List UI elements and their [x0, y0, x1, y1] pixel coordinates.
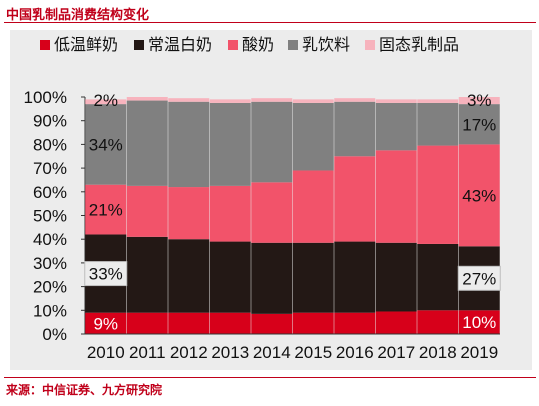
bar-segment-2010-4: [85, 99, 127, 105]
data-label: 43%: [462, 186, 496, 205]
legend-swatch-1: [134, 40, 144, 50]
bar-segment-2014-4: [251, 98, 293, 102]
legend-swatch-4: [365, 40, 375, 50]
data-label: 9%: [93, 314, 118, 333]
bar-segment-2016-0: [334, 312, 376, 334]
y-tick-label: 90%: [33, 112, 67, 131]
bar-segment-2015-4: [292, 99, 334, 103]
bar-segment-2018-1: [417, 243, 459, 311]
data-label: 34%: [89, 135, 123, 154]
bar-segment-2011-3: [126, 100, 168, 186]
bar-segment-2018-3: [417, 102, 459, 146]
legend-label-0: 低温鲜奶: [54, 36, 118, 54]
legend-swatch-3: [288, 40, 298, 50]
y-tick-label: 10%: [33, 301, 67, 320]
bar-segment-2010-0: [85, 312, 127, 334]
bar-segment-2014-3: [251, 101, 293, 183]
bar-segment-2017-4: [375, 99, 417, 103]
bar-segment-2018-4: [417, 99, 459, 103]
x-tick-label: 2013: [211, 343, 249, 362]
y-tick-label: 100%: [24, 88, 67, 107]
legend-label-1: 常温白奶: [148, 36, 212, 54]
bar-segment-2014-1: [251, 242, 293, 314]
bar-segment-2011-1: [126, 236, 168, 313]
chart-title: 中国乳制品消费结构变化: [6, 8, 150, 23]
bar-segment-2013-4: [209, 99, 251, 103]
bar-segment-2012-4: [168, 98, 210, 102]
bar-segment-2013-1: [209, 241, 251, 313]
bar-segment-2012-1: [168, 239, 210, 313]
legend-swatch-0: [40, 40, 50, 50]
title-divider: [4, 22, 536, 23]
bar-segment-2010-3: [85, 104, 127, 185]
data-label: 17%: [462, 115, 496, 134]
x-tick-label: 2012: [170, 343, 208, 362]
bar-segment-2016-1: [334, 241, 376, 313]
bar-segment-2019-4: [458, 97, 500, 105]
bar-segment-2014-0: [251, 313, 293, 334]
bar-segment-2012-3: [168, 101, 210, 188]
data-label: 33%: [89, 265, 123, 284]
bar-segment-2018-0: [417, 310, 459, 334]
x-tick-label: 2017: [377, 343, 415, 362]
bar-segment-2017-1: [375, 242, 417, 312]
bar-segment-2011-0: [126, 312, 168, 334]
legend-label-3: 乳饮料: [302, 36, 350, 54]
y-tick-label: 30%: [33, 254, 67, 273]
y-tick-label: 50%: [33, 207, 67, 226]
data-label: 10%: [462, 313, 496, 332]
x-tick-label: 2010: [87, 343, 125, 362]
bar-segment-2016-2: [334, 156, 376, 242]
x-tick-label: 2019: [460, 343, 498, 362]
source-note: 来源：中信证券、九方研究院: [6, 383, 163, 397]
x-tick-label: 2014: [253, 343, 291, 362]
bar-segment-2012-0: [168, 312, 210, 334]
bar-segment-2010-2: [85, 184, 127, 235]
bar-segment-2013-2: [209, 185, 251, 242]
bar-segment-2019-2: [458, 144, 500, 247]
bar-segment-2019-3: [458, 104, 500, 145]
data-label: 21%: [89, 201, 123, 220]
source-divider: [4, 377, 536, 378]
bar-segment-2014-2: [251, 182, 293, 243]
bar-segment-2017-0: [375, 311, 417, 334]
bar-segment-2018-2: [417, 145, 459, 244]
x-tick-label: 2018: [419, 343, 457, 362]
bar-segment-2016-3: [334, 101, 376, 157]
y-tick-label: 0%: [42, 325, 67, 344]
bar-segment-2013-0: [209, 312, 251, 334]
data-label-box: [457, 265, 501, 291]
bar-segment-2019-0: [458, 310, 500, 334]
legend-label-4: 固态乳制品: [379, 36, 459, 54]
bar-segment-2015-0: [292, 312, 334, 334]
legend-swatch-2: [228, 40, 238, 50]
bar-segment-2015-1: [292, 242, 334, 313]
x-tick-label: 2016: [336, 343, 374, 362]
y-tick-label: 70%: [33, 159, 67, 178]
y-tick-label: 60%: [33, 183, 67, 202]
y-tick-label: 40%: [33, 230, 67, 249]
bar-segment-2016-4: [334, 98, 376, 102]
legend-label-2: 酸奶: [242, 36, 274, 54]
bar-segment-2011-2: [126, 185, 168, 237]
y-tick-label: 80%: [33, 135, 67, 154]
bar-segment-2017-2: [375, 150, 417, 243]
bar-segment-2015-2: [292, 170, 334, 243]
bar-segment-2017-3: [375, 102, 417, 151]
data-label: 2%: [93, 91, 118, 110]
bar-segment-2015-3: [292, 102, 334, 171]
data-label-box: [84, 261, 128, 287]
x-tick-label: 2015: [294, 343, 332, 362]
bar-segment-2011-4: [126, 97, 168, 101]
bar-segment-2013-3: [209, 102, 251, 186]
x-tick-label: 2011: [129, 343, 166, 362]
data-label: 27%: [462, 269, 496, 288]
data-label: 3%: [467, 91, 492, 110]
y-tick-label: 20%: [33, 278, 67, 297]
bar-segment-2012-2: [168, 187, 210, 240]
